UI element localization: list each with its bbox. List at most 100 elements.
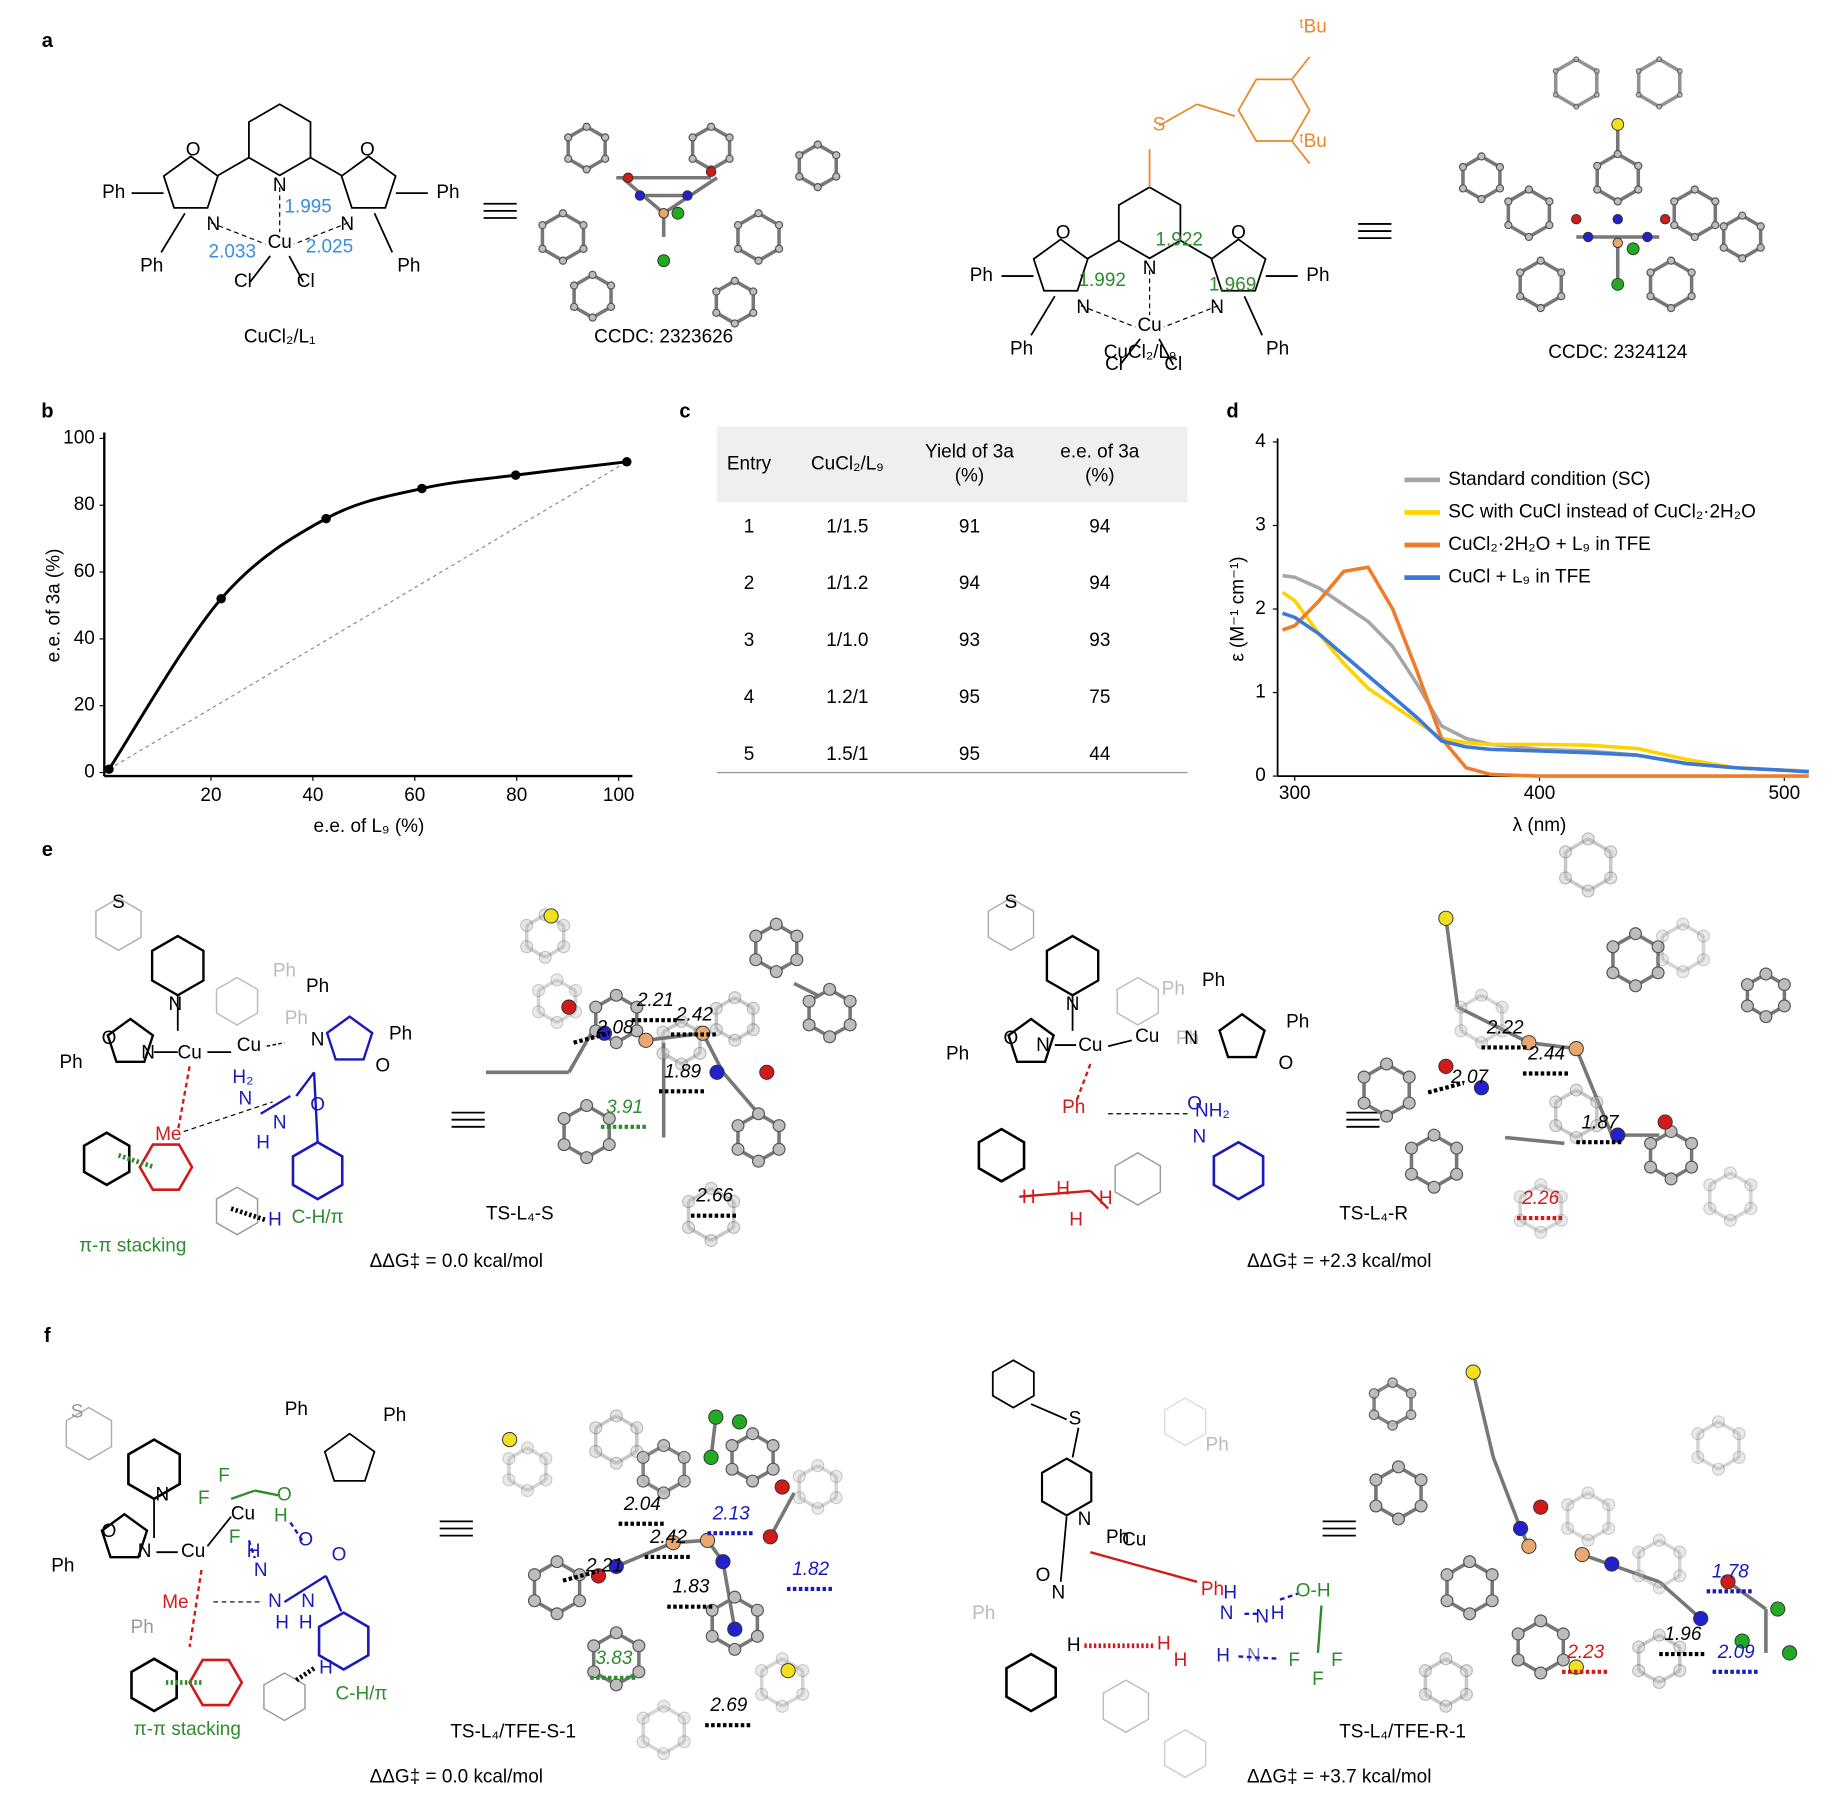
distance-label: 1.87	[1582, 1112, 1620, 1133]
panel-label: a	[42, 30, 54, 52]
render-atom	[1655, 929, 1669, 943]
render-atom	[573, 1594, 587, 1608]
render-bond	[768, 1492, 796, 1538]
render-bond	[1445, 1657, 1468, 1673]
render-atom	[550, 1607, 564, 1621]
bond	[1019, 1189, 1091, 1198]
atom-label: Ph	[285, 1008, 308, 1029]
render-atom	[657, 1486, 671, 1500]
atom-label: Ph	[131, 1617, 154, 1638]
render-bond	[760, 1657, 784, 1673]
render-atom	[677, 1474, 691, 1488]
render-atom	[1524, 232, 1534, 242]
ring	[1102, 1679, 1150, 1734]
render-atom	[579, 220, 588, 230]
render-atom	[1404, 1141, 1418, 1155]
render-atom	[705, 1629, 719, 1643]
atom-label: Ph	[1266, 339, 1289, 360]
render-atom	[705, 166, 717, 178]
atom-label: Me	[162, 1592, 188, 1613]
render-bond	[1729, 1207, 1752, 1222]
render-bond	[508, 1446, 529, 1461]
render-atom	[1450, 1167, 1464, 1181]
render-atom	[658, 208, 669, 219]
render-atom	[589, 1421, 603, 1435]
render-atom	[731, 1414, 748, 1430]
interaction-line	[1075, 1063, 1092, 1103]
interaction-line	[289, 1521, 304, 1541]
render-atom	[600, 133, 610, 142]
atom-label: N	[301, 1591, 315, 1612]
render-atom	[609, 1409, 623, 1423]
render-atom	[1571, 213, 1582, 225]
x-tick-label: 400	[1524, 783, 1556, 804]
render-bond	[1471, 1371, 1496, 1458]
render-atom	[1405, 1388, 1417, 1399]
render-atom	[1611, 277, 1625, 291]
render-atom	[1642, 231, 1653, 243]
atom-label: Cl	[297, 271, 315, 292]
render-atom	[1465, 1364, 1481, 1380]
atom-label: H	[256, 1132, 270, 1153]
distance-label: 2.23	[1566, 1642, 1604, 1663]
atom-label: N	[1143, 258, 1157, 279]
render-atom	[1652, 1628, 1666, 1642]
table-cell: 94	[959, 573, 980, 594]
render-atom	[656, 1025, 670, 1039]
render-atom	[1611, 118, 1625, 131]
render-atom	[712, 287, 721, 296]
render-atom	[520, 918, 534, 932]
bond	[1291, 140, 1311, 165]
legend-label: CuCl₂·2H₂O + L₉ in TFE	[1448, 534, 1651, 555]
render-atom	[1687, 292, 1696, 301]
render-atom	[1439, 1699, 1453, 1713]
render-atom	[1756, 243, 1765, 252]
data-point	[321, 513, 331, 524]
render-atom	[538, 244, 547, 253]
render-atom	[1513, 1190, 1527, 1204]
render-atom	[759, 1064, 775, 1080]
caption: TS-L₄/TFE-R-1	[1339, 1721, 1466, 1742]
render-atom	[1744, 1202, 1758, 1216]
render-atom	[550, 1016, 564, 1030]
energy-label: ΔΔG‡ = 0.0 kcal/mol	[370, 1766, 543, 1787]
render-atom	[1632, 1545, 1646, 1559]
atom-label: Me	[155, 1124, 181, 1145]
atom-label: H	[1022, 1187, 1036, 1208]
render-atom	[1719, 243, 1728, 252]
render-atom	[1685, 1136, 1699, 1150]
render-atom	[1485, 1594, 1499, 1608]
render-atom	[1554, 1190, 1568, 1204]
caption: TS-L₄-S	[486, 1204, 554, 1225]
distance-label: 1.83	[673, 1577, 710, 1598]
table-cell: 94	[1089, 573, 1110, 594]
atom-label: Ph	[1206, 1435, 1229, 1456]
render-bond	[662, 1051, 683, 1066]
render-atom	[543, 908, 559, 924]
render-bond	[1581, 1552, 1660, 1584]
render-atom	[1590, 1119, 1604, 1133]
render-atom	[1495, 1024, 1509, 1038]
x-tick-label: 80	[506, 785, 527, 806]
render-atom	[725, 1462, 739, 1476]
distance-label: 1.78	[1712, 1561, 1749, 1582]
render-atom	[630, 1421, 644, 1435]
atom-label: N	[340, 214, 354, 235]
render-bond	[1682, 958, 1705, 974]
render-bond	[1658, 1633, 1681, 1649]
render-atom	[1740, 999, 1754, 1013]
atom-label: Ph	[389, 1023, 412, 1044]
render-atom	[1696, 953, 1710, 967]
ring	[1114, 1152, 1162, 1206]
atom-label: F	[218, 1465, 230, 1486]
render-atom	[769, 965, 783, 979]
render-atom	[1549, 1119, 1563, 1133]
distance-label: 2.44	[1527, 1044, 1565, 1065]
render-atom	[1561, 1498, 1575, 1512]
render-atom	[746, 1001, 760, 1015]
atom-label: H	[268, 1209, 282, 1230]
atom-label: Ph	[1201, 1579, 1224, 1600]
render-atom	[1635, 91, 1642, 98]
